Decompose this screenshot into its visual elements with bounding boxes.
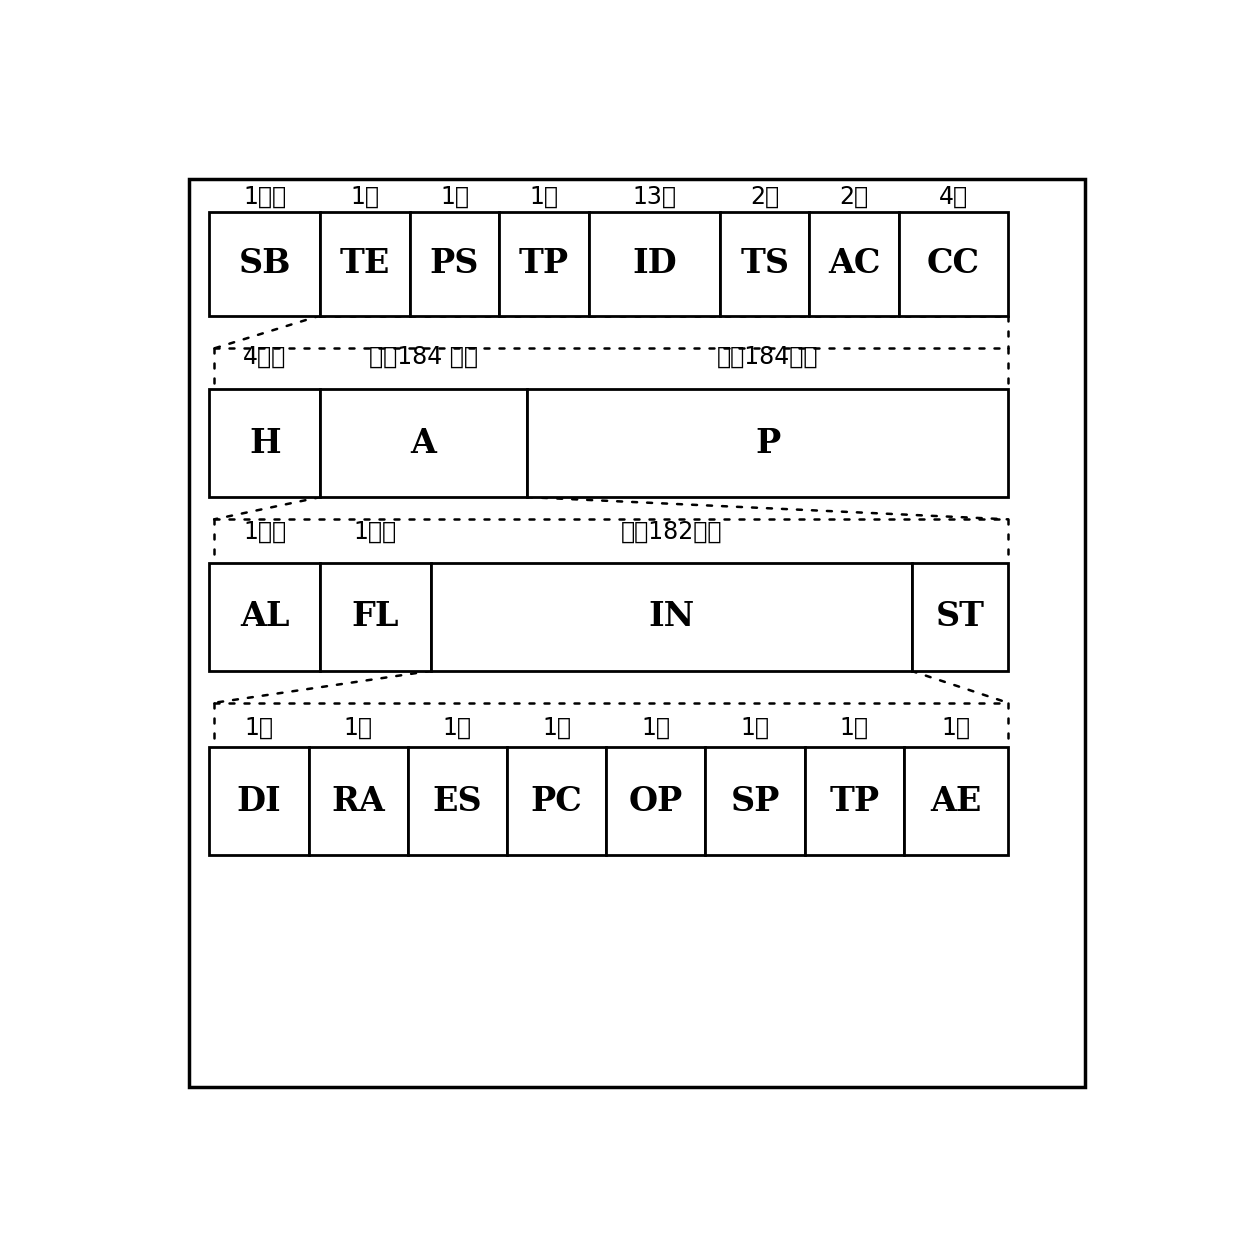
Bar bbox=[706, 747, 804, 855]
Text: 1位: 1位 bbox=[530, 184, 558, 208]
Bar bbox=[911, 563, 1008, 671]
Text: AC: AC bbox=[828, 247, 880, 281]
Bar bbox=[607, 747, 706, 855]
Bar bbox=[507, 747, 607, 855]
Bar bbox=[209, 389, 321, 497]
Bar bbox=[589, 212, 720, 316]
Text: 1位: 1位 bbox=[741, 716, 769, 740]
Text: 1位: 1位 bbox=[542, 716, 571, 740]
Bar bbox=[500, 212, 589, 316]
Bar bbox=[431, 563, 911, 671]
Bar bbox=[321, 563, 431, 671]
Bar bbox=[899, 212, 1008, 316]
Text: IN: IN bbox=[648, 601, 695, 633]
Bar bbox=[321, 389, 527, 497]
Text: 1位: 1位 bbox=[343, 716, 373, 740]
Bar bbox=[527, 389, 1008, 497]
Text: TE: TE bbox=[339, 247, 390, 281]
Bar bbox=[720, 212, 809, 316]
Text: 最多184 字节: 最多184 字节 bbox=[369, 345, 479, 369]
Text: 4位: 4位 bbox=[938, 184, 968, 208]
Text: SB: SB bbox=[239, 247, 291, 281]
Bar bbox=[321, 212, 410, 316]
Text: 1字节: 1字节 bbox=[244, 519, 286, 544]
Text: TP: TP bbox=[520, 247, 569, 281]
Text: PS: PS bbox=[430, 247, 479, 281]
Text: H: H bbox=[249, 426, 281, 459]
Text: 1位: 1位 bbox=[641, 716, 670, 740]
Text: 1位: 1位 bbox=[840, 716, 869, 740]
Text: TP: TP bbox=[829, 785, 879, 818]
Text: 1位: 1位 bbox=[351, 184, 379, 208]
Text: 4字节: 4字节 bbox=[244, 345, 286, 369]
Text: 最多182字节: 最多182字节 bbox=[620, 519, 722, 544]
Text: DI: DI bbox=[236, 785, 281, 818]
Text: RA: RA bbox=[332, 785, 385, 818]
Text: 1位: 1位 bbox=[440, 184, 469, 208]
Text: 1字节: 1字节 bbox=[354, 519, 397, 544]
Text: ID: ID bbox=[631, 247, 676, 281]
Text: AL: AL bbox=[240, 601, 290, 633]
Bar bbox=[308, 747, 408, 855]
Text: TS: TS bbox=[740, 247, 789, 281]
Text: 1位: 1位 bbox=[941, 716, 971, 740]
Bar bbox=[209, 212, 321, 316]
Text: A: A bbox=[410, 426, 436, 459]
Text: ST: ST bbox=[935, 601, 984, 633]
Text: OP: OP bbox=[629, 785, 682, 818]
Text: PC: PC bbox=[531, 785, 583, 818]
Bar bbox=[904, 747, 1008, 855]
Text: SP: SP bbox=[731, 785, 779, 818]
Text: FL: FL bbox=[352, 601, 399, 633]
Bar bbox=[410, 212, 500, 316]
Bar bbox=[804, 747, 904, 855]
Text: 1位: 1位 bbox=[245, 716, 273, 740]
Bar bbox=[209, 747, 308, 855]
Bar bbox=[408, 747, 507, 855]
Text: 13位: 13位 bbox=[633, 184, 676, 208]
Text: AE: AE bbox=[930, 785, 982, 818]
Text: ES: ES bbox=[433, 785, 482, 818]
Text: 1字节: 1字节 bbox=[244, 184, 286, 208]
Text: 1位: 1位 bbox=[443, 716, 472, 740]
Text: P: P bbox=[755, 426, 781, 459]
Text: 2位: 2位 bbox=[750, 184, 779, 208]
Bar bbox=[209, 563, 321, 671]
Text: CC: CC bbox=[927, 247, 979, 281]
Text: 2位: 2位 bbox=[840, 184, 869, 208]
Bar bbox=[809, 212, 899, 316]
Text: 最多184字节: 最多184字节 bbox=[717, 345, 818, 369]
